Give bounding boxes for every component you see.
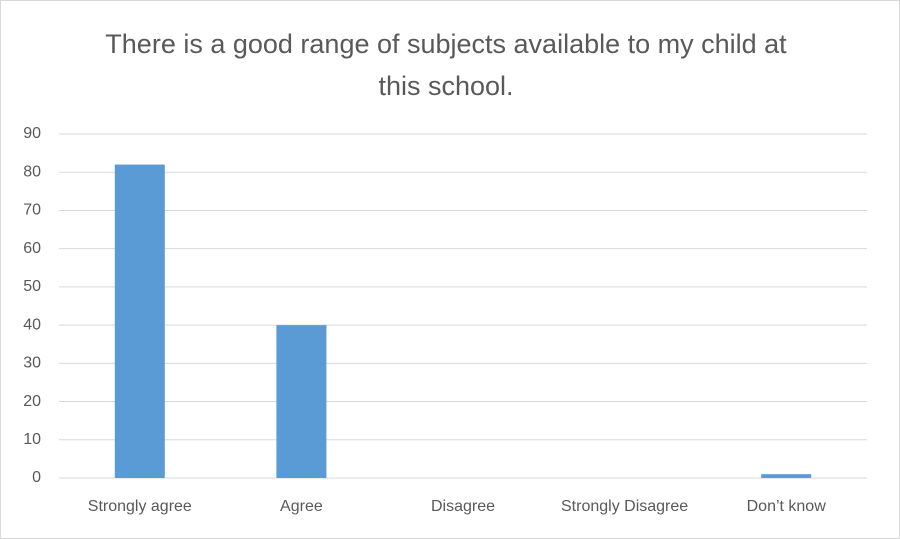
bar xyxy=(761,474,812,478)
x-tick-label: Strongly Disagree xyxy=(561,498,688,515)
y-tick-label: 90 xyxy=(23,125,41,142)
y-tick-label: 20 xyxy=(23,393,41,410)
y-tick-label: 60 xyxy=(23,240,41,257)
y-tick-label: 80 xyxy=(23,163,41,180)
y-tick-label: 10 xyxy=(23,431,41,448)
x-tick-label: Agree xyxy=(280,498,323,515)
x-tick-label: Strongly agree xyxy=(88,498,192,515)
bar xyxy=(114,164,165,479)
y-tick-label: 40 xyxy=(23,316,41,333)
y-tick-label: 30 xyxy=(23,355,41,372)
x-tick-label: Disagree xyxy=(431,498,495,515)
y-tick-label: 0 xyxy=(32,469,41,486)
y-tick-label: 50 xyxy=(23,278,41,295)
chart-title: There is a good range of subjects availa… xyxy=(105,29,787,101)
bar xyxy=(276,325,327,478)
x-tick-label: Don’t know xyxy=(747,498,827,515)
y-tick-label: 70 xyxy=(23,202,41,219)
